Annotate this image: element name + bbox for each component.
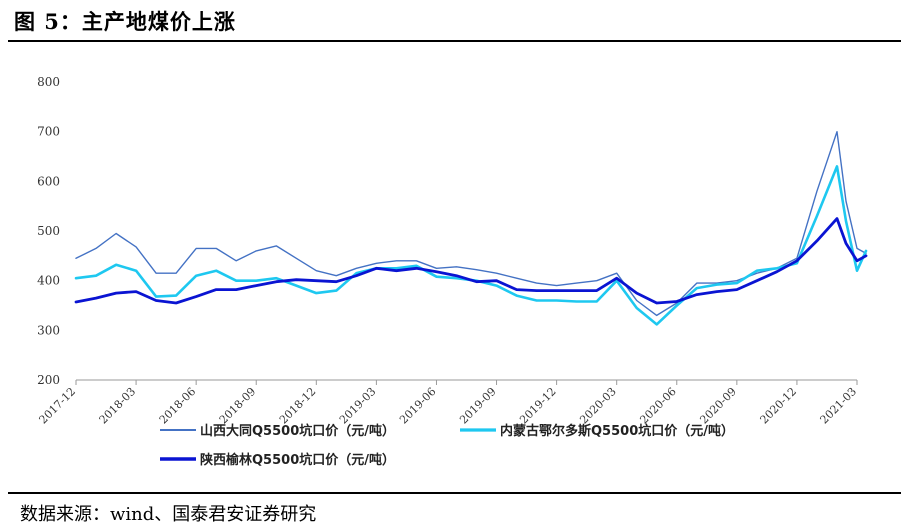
- legend-label-1: 山西大同Q5500坑口价（元/吨）: [200, 423, 395, 439]
- figure-title: 图 5：主产地煤价上涨: [14, 9, 236, 34]
- title-rule: [8, 40, 901, 42]
- legend-label-2: 内蒙古鄂尔多斯Q5500坑口价（元/吨）: [500, 423, 734, 439]
- x-tick-label: 2019-06: [397, 385, 439, 427]
- y-tick-label: 300: [37, 323, 60, 337]
- y-tick-label: 200: [37, 373, 60, 387]
- x-tick-label: 2018-03: [97, 385, 139, 427]
- x-tick-label: 2017-12: [37, 385, 79, 427]
- x-tick-label: 2020-03: [577, 385, 619, 427]
- x-tick-label: 2020-12: [758, 385, 800, 427]
- y-tick-label: 700: [37, 125, 60, 139]
- source-rule: [8, 492, 901, 494]
- y-tick-label: 500: [37, 224, 60, 238]
- y-tick-label: 400: [37, 274, 60, 288]
- x-tick-label: 2020-06: [637, 385, 679, 427]
- legend-label-3: 陕西榆林Q5500坑口价（元/吨）: [200, 452, 395, 468]
- y-tick-label: 600: [37, 174, 60, 188]
- x-tick-label: 2019-09: [457, 385, 499, 427]
- legend: 山西大同Q5500坑口价（元/吨） 内蒙古鄂尔多斯Q5500坑口价（元/吨） 陕西榆…: [160, 423, 734, 468]
- series-line-2: [74, 165, 868, 326]
- y-tick-label: 800: [37, 75, 60, 89]
- x-tick-label: 2018-12: [277, 385, 319, 427]
- x-tick-label: 2018-06: [157, 385, 199, 427]
- series-lines: [74, 130, 868, 326]
- x-tick-label: 2018-09: [217, 385, 259, 427]
- source-note: 数据来源：wind、国泰君安证券研究: [20, 504, 317, 525]
- series-line-1: [75, 130, 867, 317]
- y-axis: 200 300 400 500 600 700 800: [37, 75, 60, 387]
- series-line-3: [74, 217, 868, 305]
- x-axis: 2017-12 2018-03 2018-06 2018-09 2018-12 2019-…: [37, 379, 860, 427]
- x-tick-label: 2019-03: [337, 385, 379, 427]
- x-tick-label: 2021-03: [818, 385, 860, 427]
- x-tick-label: 2019-12: [517, 385, 559, 427]
- x-tick-label: 2020-09: [697, 385, 739, 427]
